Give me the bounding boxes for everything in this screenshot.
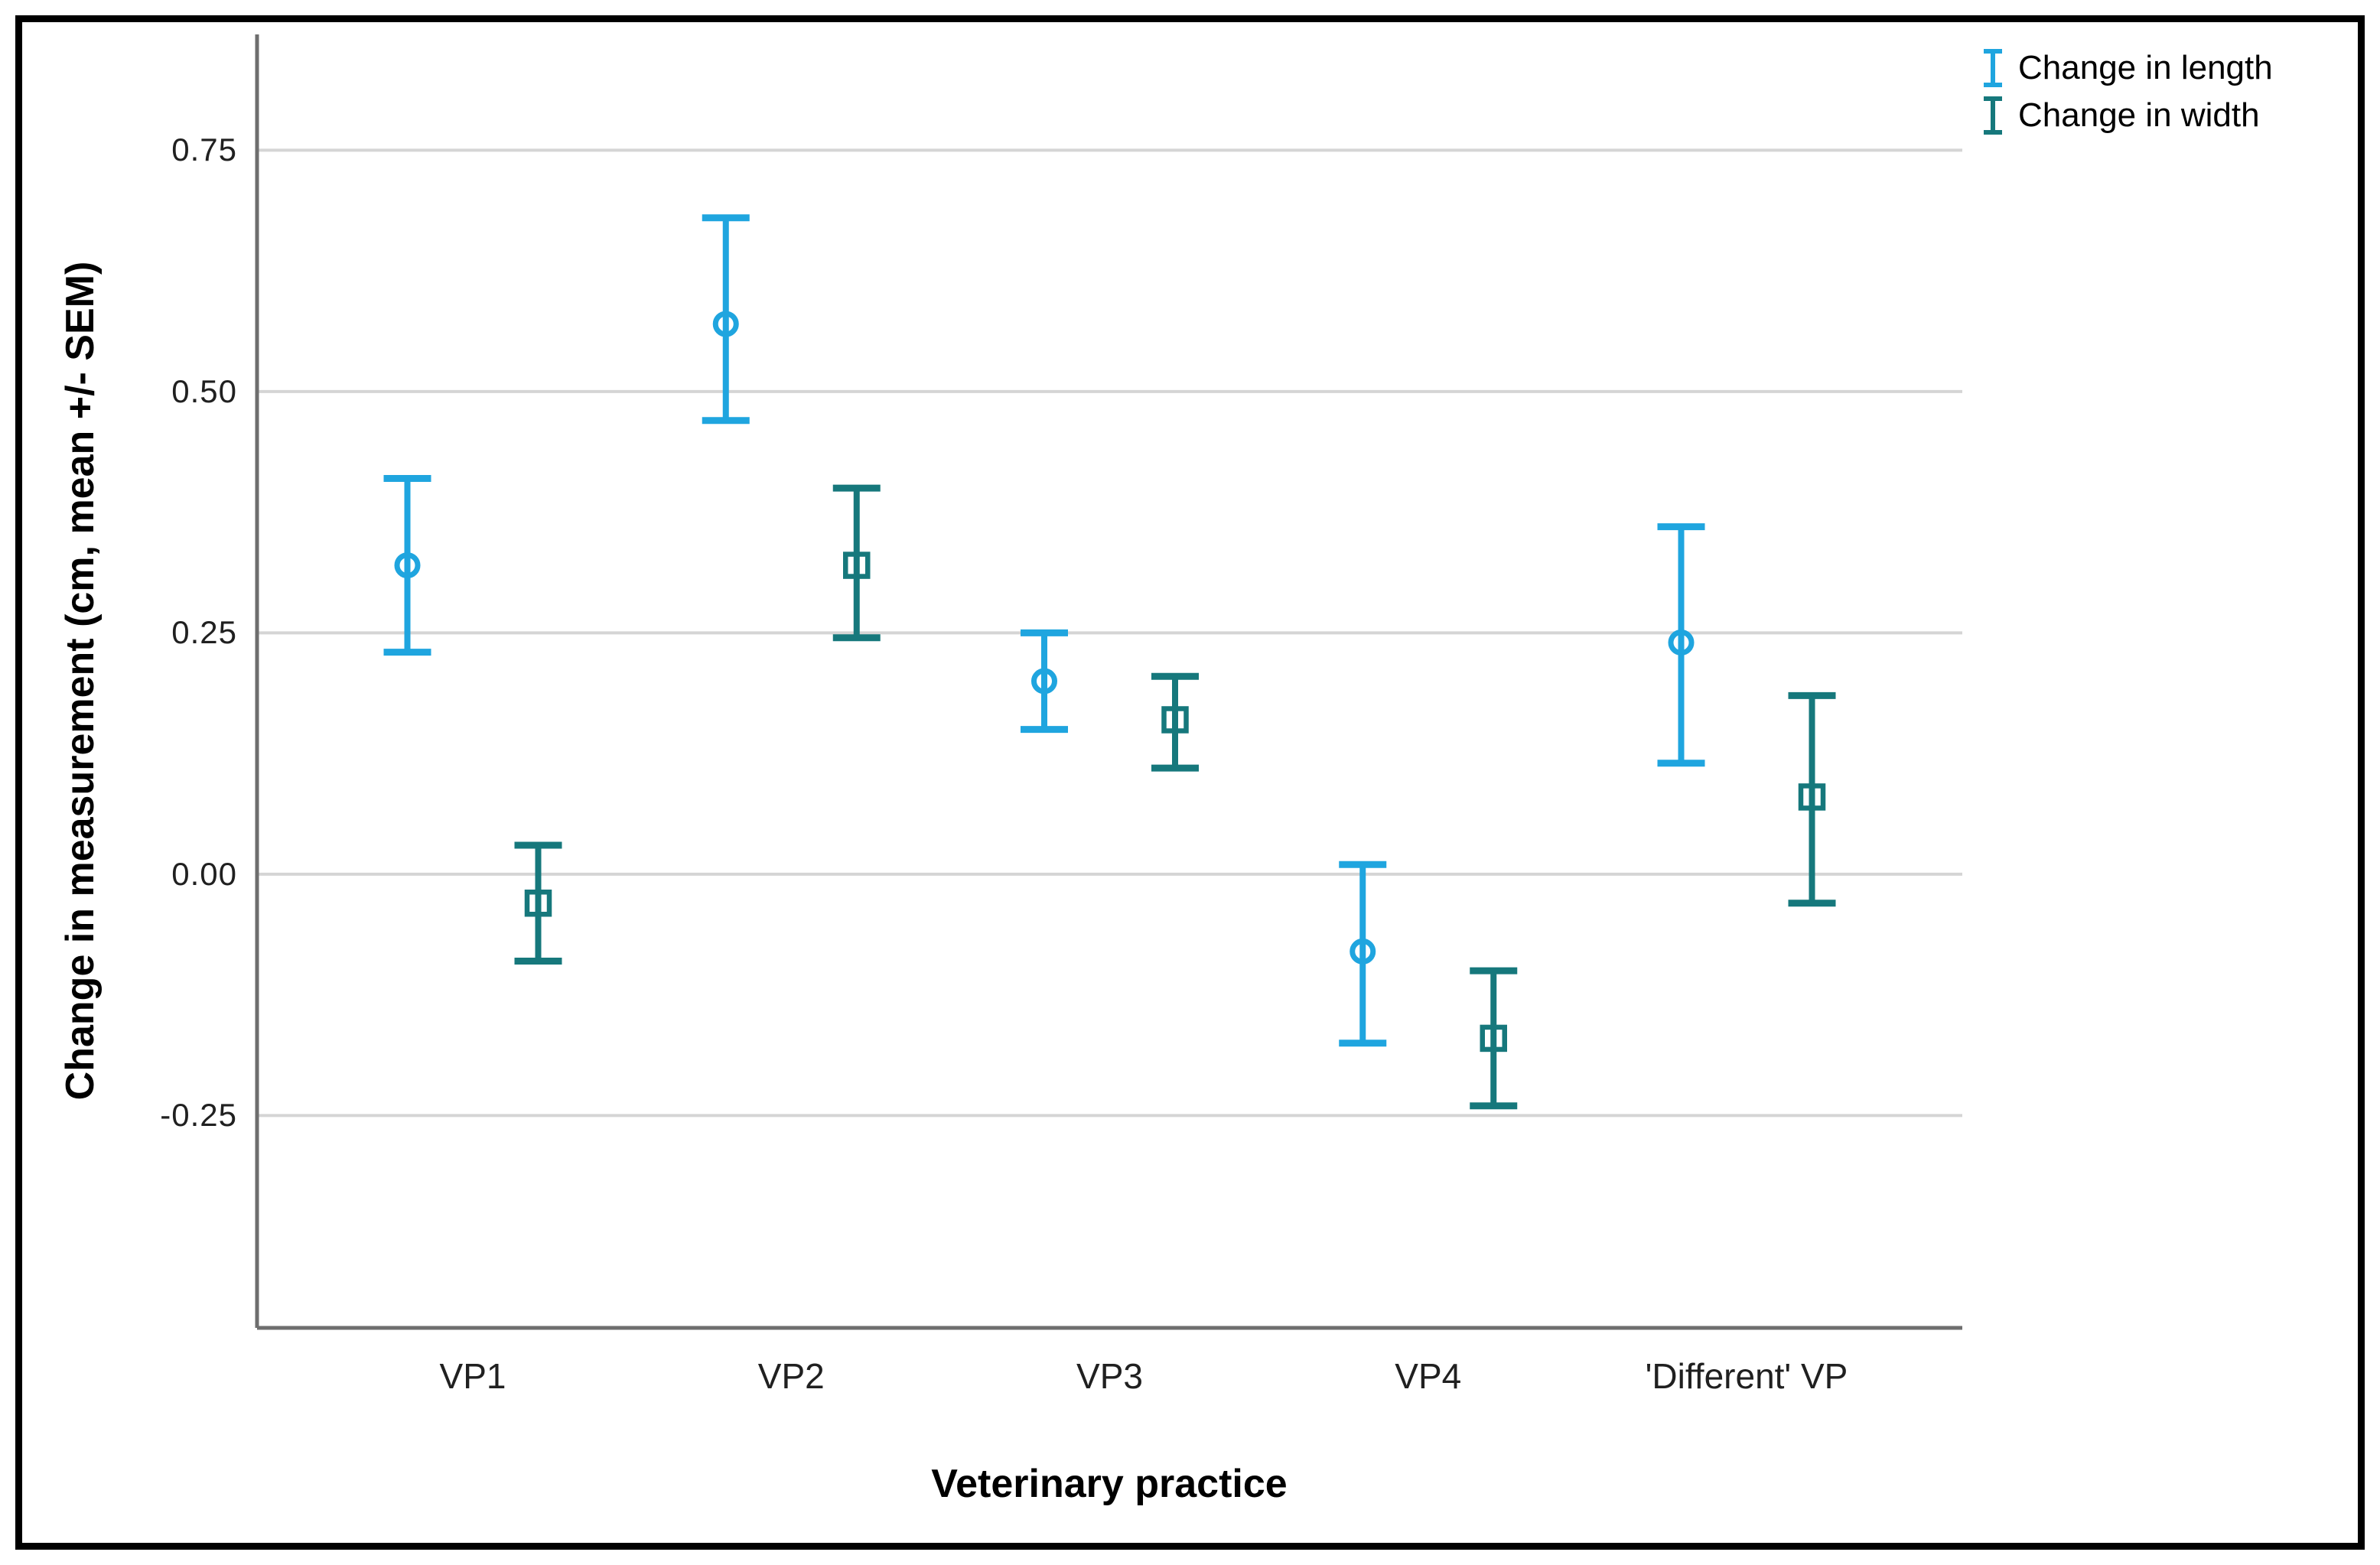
legend-label: Change in width: [2018, 96, 2260, 134]
y-tick-label: 0.50: [171, 373, 237, 409]
x-category-label: VP3: [1076, 1356, 1143, 1396]
x-category-label: VP1: [439, 1356, 506, 1396]
mean-marker-square: [1161, 706, 1189, 734]
mean-marker-circle: [394, 552, 421, 579]
x-category-label: VP2: [757, 1356, 825, 1396]
mean-marker-circle: [1668, 630, 1695, 656]
mean-marker-square: [1480, 1024, 1507, 1053]
mean-marker-square: [1798, 783, 1826, 811]
y-tick-label: -0.25: [160, 1097, 237, 1134]
figure-border: [15, 15, 2365, 1550]
legend-item-width: Change in width: [1980, 92, 2273, 139]
mean-marker-circle: [712, 311, 739, 337]
legend: Change in length Change in width: [1980, 44, 2273, 139]
y-tick-label: 0.25: [171, 614, 237, 651]
x-category-label: 'Different' VP: [1645, 1356, 1848, 1396]
y-tick-label: 0.00: [171, 855, 237, 892]
legend-item-length: Change in length: [1980, 44, 2273, 92]
errorbar-width-icon: [1984, 96, 2002, 135]
x-category-label: VP4: [1395, 1356, 1462, 1396]
mean-marker-square: [843, 551, 871, 579]
mean-marker-square: [524, 889, 552, 917]
mean-marker-circle: [1350, 938, 1376, 965]
legend-label: Change in length: [2018, 49, 2273, 86]
mean-marker-circle: [1031, 668, 1057, 695]
errorbar-length-icon: [1984, 49, 2002, 87]
y-tick-label: 0.75: [171, 132, 237, 168]
x-axis-title: Veterinary practice: [931, 1462, 1288, 1506]
